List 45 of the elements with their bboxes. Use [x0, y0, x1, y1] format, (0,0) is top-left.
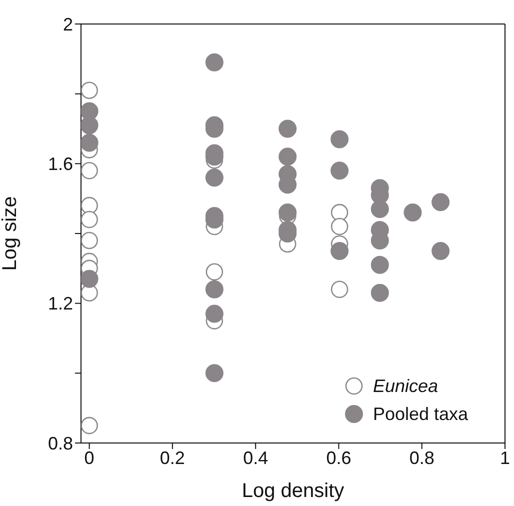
x-axis-title: Log density [242, 480, 344, 502]
x-tick-label: 0.6 [326, 448, 352, 468]
point [81, 116, 98, 134]
legend-label: Eunicea [373, 376, 438, 396]
point [330, 218, 348, 236]
point [432, 193, 450, 212]
legend-label: Pooled taxa [373, 404, 468, 424]
point [81, 134, 98, 152]
point [206, 263, 224, 281]
point [330, 162, 349, 180]
y-tick-label: 0.8 [48, 433, 73, 454]
point [330, 242, 349, 260]
point [205, 364, 224, 382]
point [205, 168, 224, 187]
point [330, 204, 348, 222]
x-tick-label: 1 [500, 448, 510, 468]
x-tick-label: 0 [84, 448, 94, 468]
x-tick-label: 0.2 [160, 448, 185, 468]
point [81, 270, 98, 288]
point [404, 204, 422, 222]
y-tick-label: 1.2 [48, 294, 73, 314]
x-tick-label: 0.8 [409, 448, 434, 468]
point [81, 232, 98, 250]
y-tick-label: 2 [62, 14, 73, 34]
x-tick-label: 0.4 [243, 448, 268, 468]
point [81, 416, 98, 434]
point [370, 200, 389, 218]
point [81, 82, 98, 99]
point [370, 284, 389, 302]
point [81, 284, 98, 302]
point [81, 196, 98, 214]
point [205, 53, 224, 72]
point [278, 204, 297, 222]
point [81, 162, 98, 180]
point [330, 280, 348, 298]
y-tick-label: 1.6 [48, 154, 73, 174]
y-axis-title: Log size [0, 196, 22, 271]
point [205, 280, 224, 298]
point [278, 148, 297, 166]
point [205, 304, 224, 323]
point [432, 242, 450, 260]
point [330, 130, 349, 148]
point [278, 120, 297, 138]
point [370, 256, 389, 274]
point [81, 210, 98, 228]
